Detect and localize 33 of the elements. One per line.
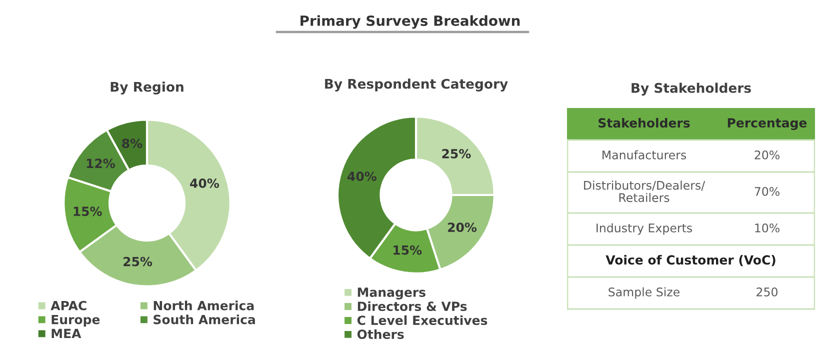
- text: Stakeholders: [598, 118, 690, 128]
- legend-label: APAC: [50, 300, 86, 310]
- text: Voice of Customer (VoC): [606, 254, 776, 266]
- chart-title: By Respondent Category: [325, 78, 508, 92]
- text: 20%: [754, 150, 780, 160]
- legend-label: South America: [154, 314, 255, 324]
- text: 70%: [754, 186, 780, 196]
- data-label: 15%: [74, 206, 102, 216]
- legend-label: MEA: [52, 328, 82, 338]
- text: Manufacturers: [602, 150, 686, 160]
- legend-label: Managers: [358, 288, 426, 300]
- data-label: 12%: [86, 158, 116, 168]
- chart-title: By Region: [110, 82, 184, 94]
- legend-label: Others: [357, 329, 404, 339]
- legend-label: C Level Executives: [357, 315, 488, 326]
- data-label: 15%: [394, 245, 422, 255]
- data-label: 20%: [448, 222, 477, 232]
- data-label: 8%: [122, 138, 142, 148]
- text: Industry Experts: [596, 223, 692, 235]
- data-label: 25%: [442, 148, 471, 158]
- text: 10%: [755, 223, 780, 232]
- text: Percentage: [728, 118, 807, 130]
- text: Primary Surveys Breakdown: [300, 15, 520, 29]
- text: Distributors/Dealers/ Retailers: [584, 180, 706, 202]
- data-label: 40%: [190, 178, 220, 188]
- legend-label: Directors & VPs: [358, 301, 467, 312]
- text: Sample Size: [608, 287, 680, 299]
- text: By Stakeholders: [632, 82, 751, 96]
- legend-label: North America: [154, 300, 254, 310]
- data-label: 40%: [348, 172, 376, 182]
- legend-label: Europe: [52, 314, 100, 327]
- text: 250: [756, 287, 778, 296]
- data-label: 25%: [124, 256, 152, 266]
